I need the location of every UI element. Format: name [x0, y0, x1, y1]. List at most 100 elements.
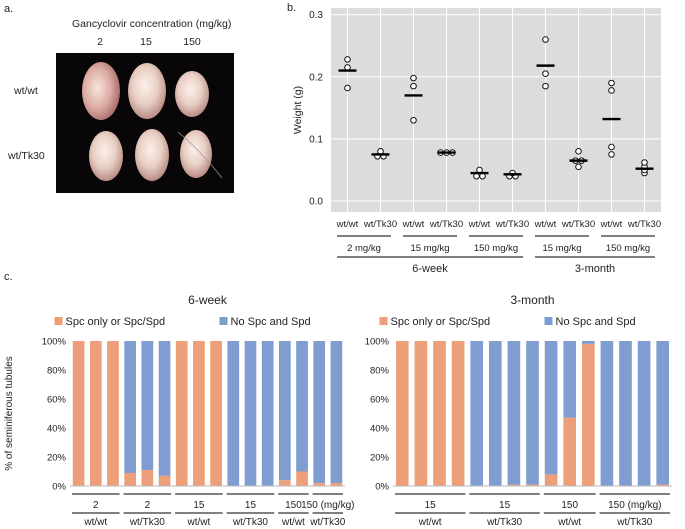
bar-segment-no-spc [141, 341, 154, 471]
bar-segment-no-spc [313, 341, 326, 484]
y-tick-label: 0% [375, 482, 389, 493]
y-tick-label: 80% [370, 366, 390, 377]
y-tick-label: 60% [47, 395, 67, 406]
bar-segment-no-spc [619, 341, 632, 486]
x-group-label: wt/Tk30 [429, 219, 463, 230]
bar-segment-spc [507, 484, 521, 486]
weight-scatter-chart: 0.0 0.1 0.2 0.3 Weight (g) wt/wt wt/Tk30 wt/wt w… [292, 8, 661, 275]
legend-label-spc: Spc only or Spc/Spd [391, 316, 491, 328]
bar-segment-spc [414, 341, 428, 486]
bar-segment-spc [451, 341, 465, 486]
y-tick-label: 0.2 [309, 72, 323, 83]
bar-segment-no-spc [656, 341, 670, 485]
bar-segment-no-spc [330, 341, 343, 484]
dose-label: 15 [193, 500, 205, 511]
testis-wttk30-15 [135, 129, 169, 181]
genotype-label: wt/Tk30 [309, 517, 345, 528]
legend-swatch-nospc [544, 317, 553, 325]
bar-segment-spc [526, 484, 539, 486]
photo-conc-3: 150 [183, 36, 201, 48]
plot-background [331, 8, 661, 212]
data-point [641, 159, 648, 166]
bar-segment-spc [175, 341, 188, 486]
bar-segment-no-spc [507, 341, 521, 485]
data-point [542, 82, 549, 90]
bar-segment-spc [581, 343, 595, 486]
genotype-label: wt/Tk30 [232, 517, 268, 528]
testis-wtwt-15 [128, 63, 166, 119]
x-group-label: wt/wt [468, 219, 491, 230]
dose-label: 15 [245, 500, 257, 511]
panel-c-label: c. [4, 271, 13, 283]
dose-label: 150 (mg/kg) [301, 500, 354, 511]
dose-label: 15 [499, 500, 511, 511]
x-group-label: wt/wt [600, 219, 623, 230]
bar-segment-spc [296, 471, 308, 486]
stacked-bar-chart-6week: 6-week Spc only or Spc/Spd No Spc and Spd 0… [4, 293, 354, 528]
photo-conc-1: 2 [97, 36, 103, 48]
bar-segment-spc [210, 341, 222, 486]
data-point [608, 79, 615, 87]
y-tick-label: 0.3 [309, 10, 323, 21]
dose-label: 15 mg/kg [410, 243, 449, 254]
bar-segment-no-spc [158, 341, 171, 476]
photo-conc-2: 15 [140, 36, 152, 48]
dose-label: 150 [561, 500, 578, 511]
dose-label: 15 [425, 500, 437, 511]
bar-segment-spc [544, 474, 558, 486]
bar-segment-spc [89, 341, 102, 486]
y-tick-label: 0.1 [309, 134, 323, 145]
x-group-label: wt/Tk30 [363, 219, 397, 230]
legend-label-spc: Spc only or Spc/Spd [66, 316, 166, 328]
legend-label-nospc: No Spc and Spd [556, 316, 636, 328]
testis-wtwt-2 [82, 62, 120, 120]
y-tick-label: 20% [47, 453, 67, 464]
genotype-label: wt/wt [83, 517, 107, 528]
bar-segment-spc [124, 472, 136, 486]
bar-segment-no-spc [470, 341, 484, 486]
bar-segment-spc [563, 417, 577, 486]
x-group-label: wt/Tk30 [627, 219, 661, 230]
bar-segment-no-spc [296, 341, 308, 472]
genotype-label: wt/wt [281, 517, 305, 528]
data-point [608, 151, 615, 158]
bar-segment-no-spc [563, 341, 577, 418]
y-tick-label: 100% [365, 337, 390, 348]
panel-a-label: a. [4, 3, 13, 15]
photo-row-wtwt: wt/wt [13, 85, 38, 97]
x-group-label: wt/wt [402, 219, 425, 230]
bar-segment-spc [656, 484, 670, 486]
stacked-bar-chart-3month: 3-month Spc only or Spc/Spd No Spc and Spd… [365, 293, 672, 528]
bar-segment-no-spc [600, 341, 614, 486]
bar-segment-no-spc [581, 341, 595, 344]
bar-segment-spc [158, 475, 171, 486]
legend-label-nospc: No Spc and Spd [231, 316, 311, 328]
bar-segment-no-spc [124, 341, 136, 473]
bar-segment-spc [193, 341, 205, 486]
dose-label: 15 mg/kg [542, 243, 581, 254]
photo-row-wttk30: wt/Tk30 [7, 150, 45, 162]
genotype-label: wt/wt [418, 517, 442, 528]
legend-swatch-spc [54, 317, 63, 325]
bar-segment-no-spc [261, 341, 274, 486]
y-tick-label: 40% [370, 424, 390, 435]
data-point [542, 70, 549, 77]
bar-segment-no-spc [488, 341, 502, 486]
x-group-label: wt/Tk30 [495, 219, 529, 230]
bar-segment-no-spc [544, 341, 558, 475]
age-label: 6-week [412, 263, 448, 275]
dose-label: 2 mg/kg [347, 243, 381, 254]
bar-segment-spc [313, 483, 326, 486]
bar-segment-no-spc [637, 341, 651, 486]
bar-segment-spc [395, 341, 409, 486]
y-axis-label: Weight (g) [292, 86, 304, 134]
bar-segment-spc [279, 480, 291, 486]
data-point [575, 163, 582, 171]
dose-label: 150 [285, 500, 302, 511]
legend-swatch-nospc [219, 317, 228, 325]
genotype-label: wt/Tk30 [129, 517, 165, 528]
bar-segment-spc [141, 470, 154, 486]
y-tick-label: 0.0 [309, 197, 323, 208]
y-tick-label: 0% [52, 482, 66, 493]
